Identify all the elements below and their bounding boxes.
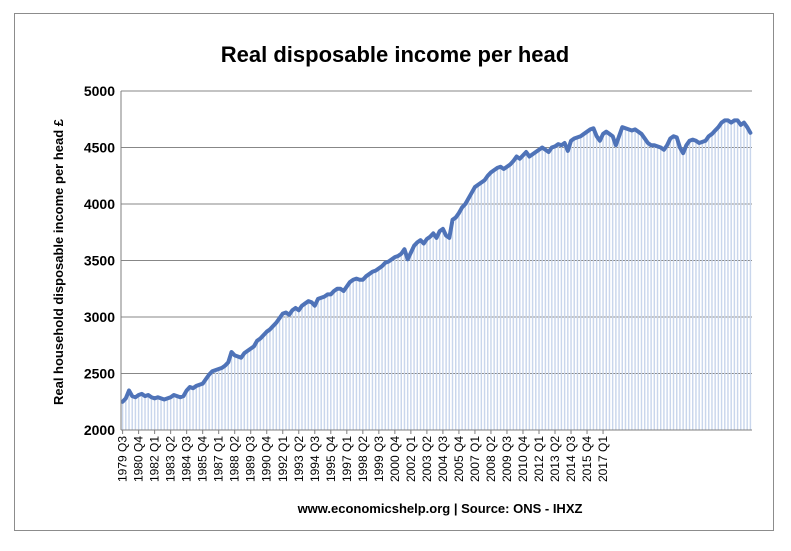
y-tick-label: 2500 (84, 366, 115, 382)
x-tick-label: 1999 Q3 (372, 436, 386, 482)
y-tick-labels: 2000 2500 3000 3500 4000 4500 5000 (84, 83, 115, 438)
series-line (120, 118, 753, 404)
x-tick-label: 2003 Q2 (420, 436, 434, 482)
y-tick-label: 4500 (84, 140, 115, 156)
y-tick-label: 4000 (84, 196, 115, 212)
axes (120, 91, 752, 434)
y-tick-label: 3000 (84, 309, 115, 325)
x-tick-label: 2010 Q4 (516, 436, 530, 482)
x-tick-label: 1985 Q4 (196, 436, 210, 482)
x-tick-label: 2012 Q1 (532, 436, 546, 482)
x-tick-label: 1987 Q1 (212, 436, 226, 482)
y-tick-label: 3500 (84, 253, 115, 269)
x-tick-label: 1984 Q3 (180, 436, 194, 482)
x-tick-label: 2005 Q4 (452, 436, 466, 482)
area-fill (121, 120, 752, 430)
x-tick-label: 2015 Q4 (580, 436, 594, 482)
x-tick-label: 1997 Q1 (340, 436, 354, 482)
x-tick-label: 1989 Q3 (244, 436, 258, 482)
x-tick-label: 1982 Q1 (148, 436, 162, 482)
x-tick-label: 2017 Q1 (596, 436, 610, 482)
x-tick-label: 1993 Q2 (292, 436, 306, 482)
x-tick-label: 2000 Q4 (388, 436, 402, 482)
x-tick-label: 1992 Q1 (276, 436, 290, 482)
gridlines (121, 90, 752, 374)
y-tick-label: 5000 (84, 83, 115, 99)
x-tick-label: 2002 Q1 (404, 436, 418, 482)
x-tick-labels: 1979 Q3 1980 Q4 1982 Q1 1983 Q2 1984 Q3 1985 … (116, 436, 610, 482)
source-caption: www.economicshelp.org | Source: ONS - IH… (297, 501, 583, 516)
x-tick-label: 1998 Q2 (356, 436, 370, 482)
chart-title: Real disposable income per head (221, 42, 569, 67)
x-tick-label: 1994 Q3 (308, 436, 322, 482)
x-tick-label: 1983 Q2 (164, 436, 178, 482)
x-tick-label: 2013 Q2 (548, 436, 562, 482)
series-layer (120, 118, 753, 404)
y-tick-label: 2000 (84, 422, 115, 438)
x-tick-label: 2008 Q2 (484, 436, 498, 482)
x-tick-label: 2014 Q3 (564, 436, 578, 482)
x-tick-label: 1980 Q4 (132, 436, 146, 482)
y-axis-label: Real household disposable income per hea… (51, 118, 66, 405)
x-tick-label: 1979 Q3 (116, 436, 130, 482)
x-tick-label: 1988 Q2 (228, 436, 242, 482)
x-tick-label: 1990 Q4 (260, 436, 274, 482)
x-tick-label: 2009 Q3 (500, 436, 514, 482)
x-tick-label: 2007 Q1 (468, 436, 482, 482)
x-tick-label: 1995 Q4 (324, 436, 338, 482)
x-tick-label: 2004 Q3 (436, 436, 450, 482)
